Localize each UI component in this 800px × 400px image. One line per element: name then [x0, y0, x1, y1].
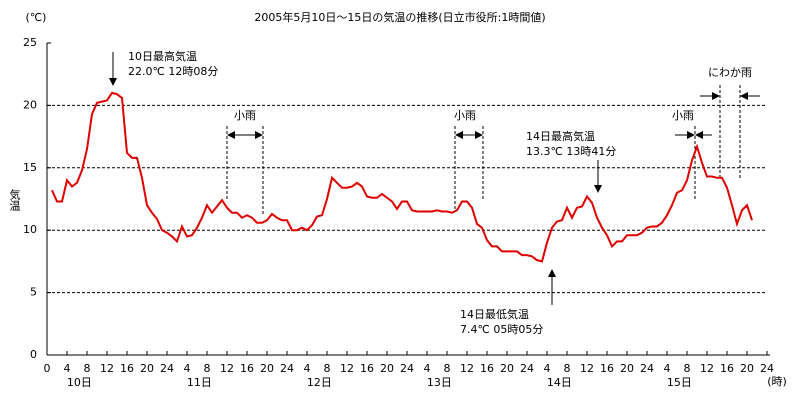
day-label: 10日 — [67, 376, 92, 389]
x-tick-label: 16 — [720, 362, 734, 375]
y-tick-label: 20 — [23, 98, 37, 111]
x-tick-label: 12 — [700, 362, 714, 375]
y-axis-label: 気温 — [8, 188, 21, 211]
x-tick-label: 24 — [280, 362, 294, 375]
annotation: 小雨 — [454, 109, 476, 122]
x-tick-label: 16 — [600, 362, 614, 375]
day-label: 14日 — [547, 376, 572, 389]
x-tick-label: 8 — [444, 362, 451, 375]
annotation: 10日最高気温 — [128, 49, 197, 63]
x-tick-label: 20 — [140, 362, 154, 375]
x-tick-label: 24 — [760, 362, 774, 375]
y-tick-label: 5 — [30, 286, 37, 299]
x-tick-label: 4 — [544, 362, 551, 375]
x-tick-label: 8 — [84, 362, 91, 375]
x-tick-label: 24 — [160, 362, 174, 375]
day-label: 13日 — [427, 376, 452, 389]
y-tick-label: 25 — [23, 36, 37, 49]
annotation: 7.4℃ 05時05分 — [460, 323, 543, 336]
x-tick-label: 8 — [684, 362, 691, 375]
x-tick-label: 8 — [204, 362, 211, 375]
x-tick-label: 8 — [324, 362, 331, 375]
day-label: 11日 — [187, 376, 212, 389]
x-tick-label: 20 — [500, 362, 514, 375]
annotation: 小雨 — [234, 109, 256, 122]
x-tick-label: 12 — [220, 362, 234, 375]
x-tick-label: 20 — [620, 362, 634, 375]
x-tick-label: 16 — [480, 362, 494, 375]
x-tick-label: 4 — [184, 362, 191, 375]
x-tick-label: 12 — [340, 362, 354, 375]
x-tick-label: 12 — [100, 362, 114, 375]
annotation: 13.3℃ 13時41分 — [526, 145, 616, 158]
x-tick-label: 16 — [240, 362, 254, 375]
day-label: 15日 — [667, 376, 692, 389]
x-tick-label: 12 — [580, 362, 594, 375]
x-tick-label: 16 — [360, 362, 374, 375]
y-tick-label: 15 — [23, 161, 37, 174]
x-tick-label: 24 — [640, 362, 654, 375]
annotation: にわか雨 — [708, 66, 752, 79]
x-tick-label: 16 — [120, 362, 134, 375]
x-tick-label: 4 — [664, 362, 671, 375]
x-tick-label: 0 — [44, 362, 51, 375]
y-unit: (℃) — [26, 11, 47, 24]
chart-title: 2005年5月10日～15日の気温の推移(日立市役所:1時間値) — [254, 10, 545, 24]
temperature-line — [51, 91, 753, 263]
x-tick-label: 24 — [520, 362, 534, 375]
x-tick-label: 4 — [64, 362, 71, 375]
annotation: 22.0℃ 12時08分 — [128, 65, 218, 78]
x-tick-label: 4 — [424, 362, 431, 375]
annotation: 小雨 — [672, 109, 694, 122]
x-unit: (時) — [767, 375, 787, 388]
x-tick-label: 8 — [564, 362, 571, 375]
x-tick-label: 24 — [400, 362, 414, 375]
day-label: 12日 — [307, 376, 332, 389]
annotation: 14日最低気温 — [460, 307, 529, 321]
y-tick-label: 10 — [23, 223, 37, 236]
x-tick-label: 20 — [740, 362, 754, 375]
x-tick-label: 20 — [260, 362, 274, 375]
x-tick-label: 12 — [460, 362, 474, 375]
x-tick-label: 20 — [380, 362, 394, 375]
x-tick-label: 4 — [304, 362, 311, 375]
annotation: 14日最高気温 — [526, 129, 595, 143]
y-tick-label: 0 — [30, 348, 37, 361]
